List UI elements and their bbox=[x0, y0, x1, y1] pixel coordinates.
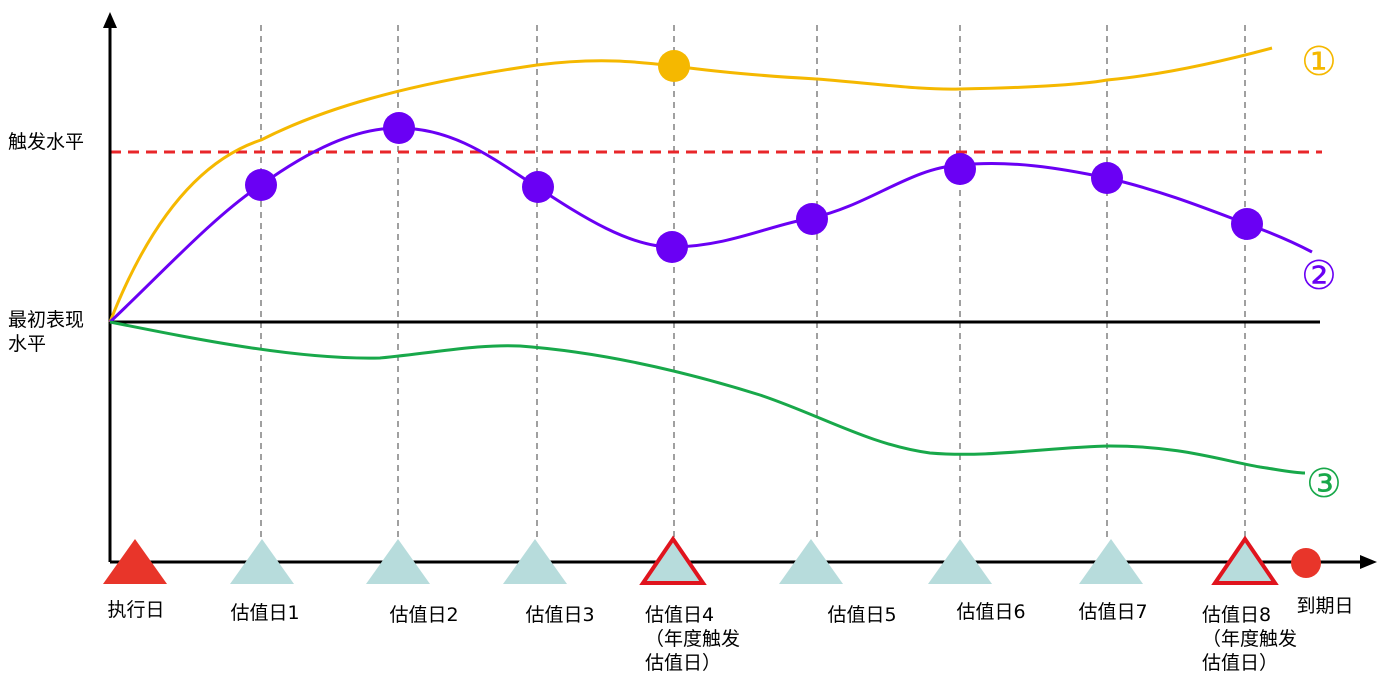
y-axis-arrow-icon bbox=[103, 12, 117, 28]
valuation-4-label-line1: 估值日4 bbox=[645, 604, 715, 626]
valuation-5-marker-icon bbox=[779, 539, 843, 584]
valuation-8-annual-trigger-marker-icon bbox=[1211, 535, 1279, 585]
valuation-6-label: 估值日6 bbox=[956, 601, 1026, 623]
curve-2-point-valuation-5 bbox=[796, 203, 828, 235]
curve-2-point-valuation-3 bbox=[522, 171, 554, 203]
valuation-8-label: 估值日8 （年度触发 估值日） bbox=[1202, 603, 1297, 675]
valuation-7-label: 估值日7 bbox=[1078, 601, 1148, 623]
valuation-1-label: 估值日1 bbox=[230, 602, 300, 624]
valuation-4-annual-trigger-marker-icon bbox=[639, 535, 707, 585]
curve-2-label: ② bbox=[1301, 253, 1337, 299]
initial-level-label-line1: 最初表现 bbox=[8, 309, 85, 331]
valuation-6-marker-icon bbox=[928, 539, 992, 584]
curve-3-path bbox=[109, 320, 1306, 475]
valuation-1-marker-icon bbox=[230, 539, 294, 584]
curve-2-point-valuation-6 bbox=[944, 153, 976, 185]
valuation-5-label: 估值日5 bbox=[827, 604, 897, 626]
curve-2-point-valuation-2 bbox=[383, 112, 415, 144]
curve-2-point-valuation-8 bbox=[1231, 208, 1263, 240]
maturity-day-label: 到期日 bbox=[1296, 595, 1354, 617]
curve-2-point-valuation-1 bbox=[245, 169, 277, 201]
valuation-8-label-line2: （年度触发 bbox=[1202, 628, 1298, 650]
valuation-3-label: 估值日3 bbox=[525, 604, 595, 626]
x-axis-arrow-icon bbox=[1360, 555, 1377, 569]
valuation-4-label-line3: 估值日） bbox=[645, 652, 722, 674]
curve-2-point-valuation-7 bbox=[1091, 162, 1123, 194]
curve-1-label: ① bbox=[1301, 39, 1337, 85]
initial-level-label: 最初表现 水平 bbox=[8, 308, 84, 356]
execution-day-marker-icon bbox=[103, 539, 167, 584]
valuation-2-marker-icon bbox=[366, 539, 430, 584]
valuation-8-label-line1: 估值日8 bbox=[1202, 604, 1272, 626]
curve-2-points bbox=[245, 112, 1263, 263]
valuation-gridlines bbox=[260, 25, 1246, 540]
valuation-4-label-line2: （年度触发 bbox=[645, 628, 741, 650]
curve-2-point-valuation-4 bbox=[656, 231, 688, 263]
curve-1-point-valuation-4 bbox=[658, 50, 690, 82]
execution-day-label: 执行日 bbox=[107, 599, 165, 621]
valuation-8-label-line3: 估值日） bbox=[1202, 652, 1279, 674]
maturity-day-marker-icon bbox=[1291, 548, 1321, 578]
valuation-3-marker-icon bbox=[503, 539, 567, 584]
curve-1-path bbox=[108, 46, 1273, 323]
valuation-4-label: 估值日4 （年度触发 估值日） bbox=[645, 603, 740, 675]
curve-2-path bbox=[108, 126, 1313, 324]
valuation-7-marker-icon bbox=[1079, 539, 1143, 584]
curve-3-label: ③ bbox=[1306, 461, 1342, 507]
valuation-2-label: 估值日2 bbox=[389, 604, 459, 626]
initial-level-label-line2: 水平 bbox=[8, 333, 47, 355]
trigger-level-label: 触发水平 bbox=[8, 131, 85, 153]
